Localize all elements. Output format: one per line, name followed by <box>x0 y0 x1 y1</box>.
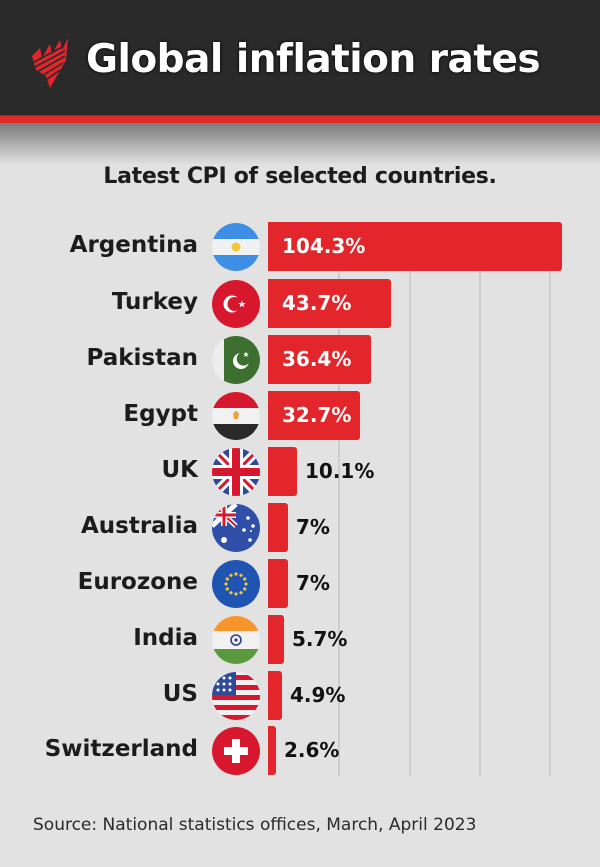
bar-egypt <box>268 391 360 440</box>
value-label: 32.7% <box>282 403 352 427</box>
us-flag-icon <box>212 672 260 720</box>
country-label: UK <box>161 457 199 483</box>
country-label: India <box>133 625 198 651</box>
bar-switzerland <box>268 726 276 775</box>
pakistan-flag-icon <box>212 336 260 384</box>
bar-eurozone <box>268 559 288 608</box>
value-label: 36.4% <box>282 347 352 371</box>
gridline-75 <box>479 222 481 776</box>
country-label: Argentina <box>69 232 198 258</box>
bar-turkey <box>268 279 391 328</box>
country-label: Australia <box>80 513 198 539</box>
header-shadow <box>0 123 600 165</box>
value-label: 2.6% <box>284 738 340 762</box>
bar-row-turkey: Turkey 43.7% <box>0 279 600 329</box>
header-bar: Global inflation rates <box>0 0 600 115</box>
bar-row-switzerland: Switzerland 2.6% <box>0 726 600 776</box>
egypt-flag-icon <box>212 392 260 440</box>
uk-flag-icon <box>212 448 260 496</box>
bar-india <box>268 615 284 664</box>
sbs-logo-icon <box>32 38 68 88</box>
country-label: Egypt <box>123 401 198 427</box>
country-label: Pakistan <box>86 345 198 371</box>
value-label: 10.1% <box>305 459 375 483</box>
bar-pakistan <box>268 335 371 384</box>
argentina-flag-icon <box>212 223 260 271</box>
value-label: 104.3% <box>282 234 366 258</box>
header-red-stripe <box>0 115 600 123</box>
country-label: Eurozone <box>77 569 198 595</box>
value-label: 7% <box>296 571 330 595</box>
bar-row-argentina: Argentina 104.3% <box>0 222 600 272</box>
value-label: 4.9% <box>290 683 346 707</box>
value-label: 43.7% <box>282 291 352 315</box>
eurozone-flag-icon <box>212 560 260 608</box>
bar-row-pakistan: Pakistan 36.4% <box>0 335 600 385</box>
gridline-50 <box>409 222 411 776</box>
country-label: US <box>162 681 198 707</box>
value-label: 5.7% <box>292 627 348 651</box>
switzerland-flag-icon <box>212 727 260 775</box>
bar-row-australia: Australia 7% <box>0 503 600 553</box>
bar-australia <box>268 503 288 552</box>
turkey-flag-icon <box>212 280 260 328</box>
bar-argentina <box>268 222 562 271</box>
gridline-25 <box>338 222 340 776</box>
country-label: Switzerland <box>44 736 198 762</box>
bar-row-egypt: Egypt 32.7% <box>0 391 600 441</box>
country-label: Turkey <box>111 289 198 315</box>
australia-flag-icon <box>212 504 260 552</box>
page-title: Global inflation rates <box>86 37 541 82</box>
source-note: Source: National statistics offices, Mar… <box>33 815 477 835</box>
gridline-100 <box>549 222 551 776</box>
bar-us <box>268 671 282 720</box>
india-flag-icon <box>212 616 260 664</box>
bar-row-eurozone: Eurozone 7% <box>0 559 600 609</box>
bar-row-us: US 4.9% <box>0 671 600 721</box>
value-label: 7% <box>296 515 330 539</box>
chart-subtitle: Latest CPI of selected countries. <box>103 164 497 189</box>
bar-uk <box>268 447 297 496</box>
bar-row-uk: UK 10.1% <box>0 447 600 497</box>
bar-row-india: India 5.7% <box>0 615 600 665</box>
